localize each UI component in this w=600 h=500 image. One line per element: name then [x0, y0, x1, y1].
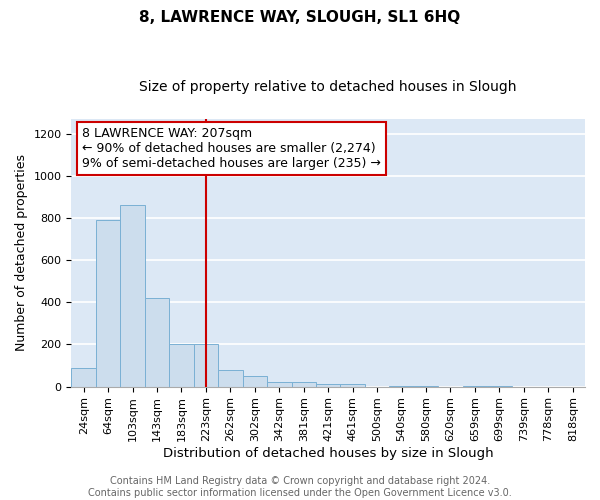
Bar	[242, 376, 267, 386]
Bar	[292, 382, 316, 386]
Bar	[96, 220, 121, 386]
Bar	[267, 382, 292, 386]
Text: 8 LAWRENCE WAY: 207sqm
← 90% of detached houses are smaller (2,274)
9% of semi-d: 8 LAWRENCE WAY: 207sqm ← 90% of detached…	[82, 127, 380, 170]
Bar	[71, 368, 96, 386]
Text: 8, LAWRENCE WAY, SLOUGH, SL1 6HQ: 8, LAWRENCE WAY, SLOUGH, SL1 6HQ	[139, 10, 461, 25]
Bar	[316, 384, 340, 386]
Bar	[145, 298, 169, 386]
X-axis label: Distribution of detached houses by size in Slough: Distribution of detached houses by size …	[163, 447, 494, 460]
Bar	[340, 384, 365, 386]
Title: Size of property relative to detached houses in Slough: Size of property relative to detached ho…	[139, 80, 517, 94]
Y-axis label: Number of detached properties: Number of detached properties	[15, 154, 28, 351]
Bar	[194, 344, 218, 387]
Text: Contains HM Land Registry data © Crown copyright and database right 2024.
Contai: Contains HM Land Registry data © Crown c…	[88, 476, 512, 498]
Bar	[169, 344, 194, 387]
Bar	[218, 370, 242, 386]
Bar	[121, 205, 145, 386]
